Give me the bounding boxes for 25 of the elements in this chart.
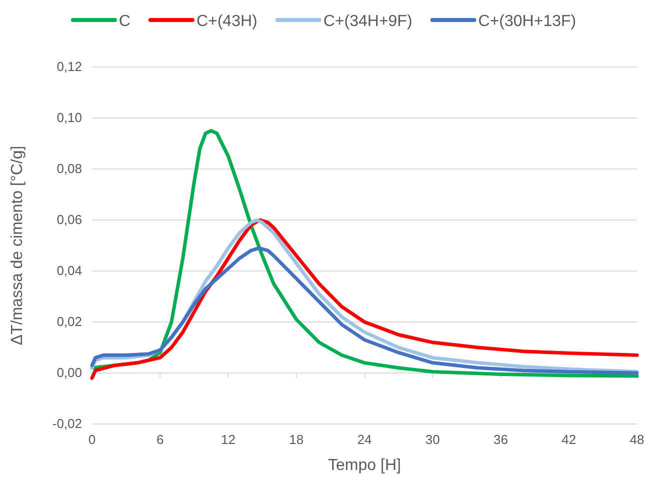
y-axis-title: ΔT/massa de cimento [°C/g] (9, 146, 26, 346)
line-series (90, 129, 639, 378)
legend-label: C+(30H+13F) (478, 13, 576, 30)
x-tick-label: 36 (494, 432, 508, 447)
x-tick-label: 42 (562, 432, 576, 447)
y-tick-label: 0,00 (56, 365, 82, 380)
legend-label: C (118, 13, 130, 30)
x-tick-label: 30 (425, 432, 440, 447)
y-tick-label: -0,02 (52, 416, 82, 432)
y-tick-label: 0,08 (56, 161, 82, 176)
legend-label: C+(34H+9F) (323, 13, 412, 30)
x-tick-label: 6 (156, 432, 164, 447)
x-tick-label: 48 (630, 432, 644, 447)
y-tick-label: 0,12 (56, 59, 82, 74)
legend-label: C+(43H) (196, 13, 258, 30)
y-tick-label: 0,02 (56, 314, 82, 330)
y-tick-label: 0,04 (56, 263, 82, 278)
y-tick-label: 0,06 (56, 212, 82, 228)
x-tick-label: 0 (88, 432, 96, 447)
x-tick-label: 24 (357, 432, 372, 447)
line-series (90, 246, 639, 375)
x-axis-title: Tempo [H] (328, 457, 401, 474)
x-tick-label: 12 (221, 432, 236, 447)
x-tick-label: 18 (289, 432, 304, 447)
y-tick-label: 0,10 (56, 110, 82, 126)
